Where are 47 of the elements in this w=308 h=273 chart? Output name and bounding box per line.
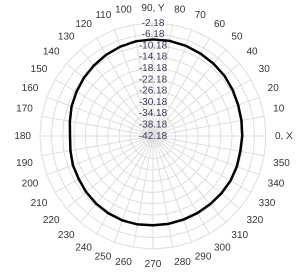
- y-tick-label: -26.18: [138, 86, 168, 97]
- spoke-label: 40: [246, 46, 258, 58]
- spoke-label: 30: [258, 64, 270, 75]
- y-tick-label: -42.18: [138, 130, 168, 142]
- spoke-label: 0, X: [275, 130, 294, 142]
- spoke-label: 330: [258, 198, 276, 209]
- y-tick-label: -22.18: [138, 74, 168, 86]
- y-tick-label: -30.18: [138, 96, 168, 108]
- spoke-label: 280: [174, 256, 192, 268]
- spoke-label: 290: [194, 251, 212, 262]
- y-tick-label: -14.18: [138, 52, 168, 63]
- spoke-label: 90, Y: [141, 2, 165, 14]
- y-tick-label: -18.18: [138, 62, 168, 74]
- spoke-label: 230: [58, 230, 76, 242]
- spoke-label: 70: [194, 10, 206, 22]
- spoke-label: 300: [214, 242, 232, 254]
- spoke-label: 60: [214, 19, 226, 30]
- spoke-label: 180: [14, 130, 32, 142]
- spoke-label: 250: [94, 251, 112, 262]
- y-tick-label: -38.18: [138, 119, 168, 130]
- spoke-label: 120: [75, 19, 92, 30]
- spoke-label: 140: [42, 46, 60, 58]
- y-tick-label: -6.18: [142, 29, 165, 40]
- spoke-label: 190: [16, 158, 34, 169]
- y-tick-label: -2.18: [142, 18, 165, 29]
- spoke-label: 270: [144, 258, 162, 270]
- spoke-label: 170: [16, 104, 34, 115]
- spoke-label: 110: [95, 10, 112, 22]
- spoke-label: 340: [268, 178, 285, 190]
- spoke-label: 260: [115, 256, 132, 268]
- spoke-label: 200: [22, 178, 39, 190]
- spoke-label: 50: [231, 31, 243, 42]
- y-tick-label: -34.18: [138, 108, 168, 120]
- spoke-label: 220: [42, 215, 60, 226]
- spoke-label: 10: [273, 104, 285, 115]
- spoke-label: 130: [58, 31, 76, 42]
- spoke-label: 210: [30, 198, 48, 209]
- spoke-label: 160: [22, 83, 39, 94]
- spoke-label: 80: [174, 4, 186, 16]
- spoke-label: 240: [75, 242, 92, 254]
- spoke-label: 320: [246, 215, 264, 226]
- spoke-label: 350: [273, 158, 290, 169]
- y-tick-label: -10.18: [138, 40, 168, 52]
- spoke-label: 310: [231, 230, 249, 242]
- spoke-label: 100: [115, 4, 132, 16]
- spoke-label: 150: [30, 64, 48, 75]
- spoke-label: 20: [268, 83, 280, 94]
